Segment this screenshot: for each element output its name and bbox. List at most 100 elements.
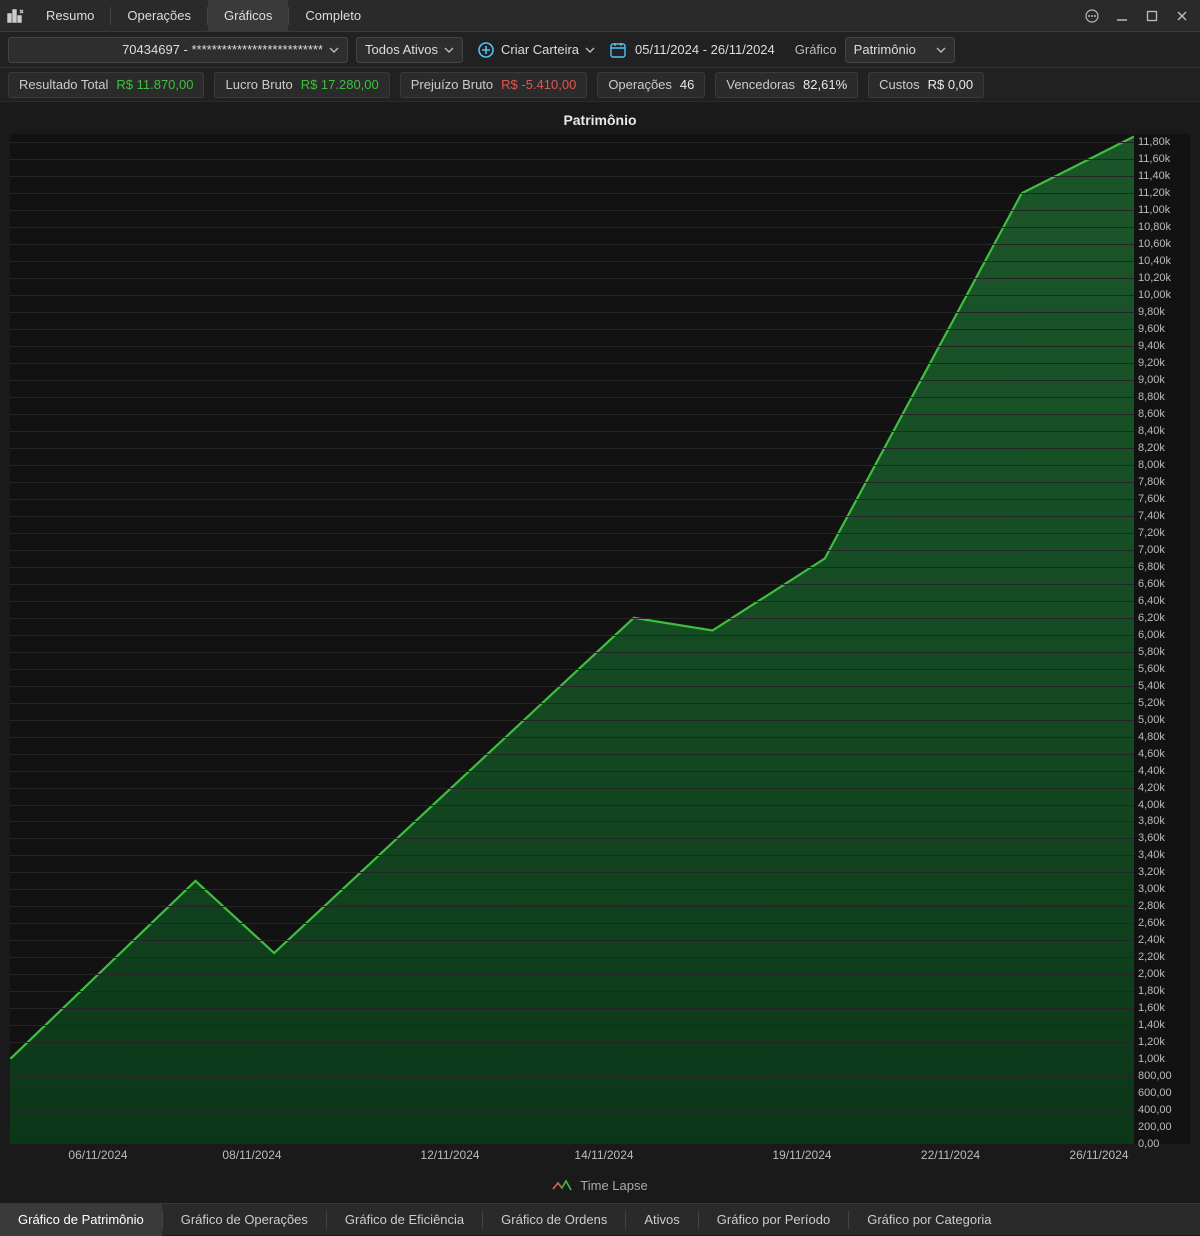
stat-value: 46 [680, 77, 694, 92]
stat-vencedoras: Vencedoras 82,61% [715, 72, 858, 98]
bottom-tab[interactable]: Gráfico de Patrimônio [0, 1204, 162, 1236]
y-tick-label: 5,20k [1138, 697, 1165, 709]
y-tick-label: 8,40k [1138, 425, 1165, 437]
nav-tabs: ResumoOperaçõesGráficosCompleto [30, 0, 377, 31]
nav-tab-completo[interactable]: Completo [289, 0, 377, 32]
y-tick-label: 8,20k [1138, 442, 1165, 454]
grid-line [10, 906, 1134, 907]
stat-value: R$ -5.410,00 [501, 77, 576, 92]
grid-line [10, 329, 1134, 330]
stat-value: 82,61% [803, 77, 847, 92]
y-tick-label: 800,00 [1138, 1070, 1172, 1082]
y-tick-label: 4,40k [1138, 765, 1165, 777]
grid-line [10, 499, 1134, 500]
bottom-tab[interactable]: Gráfico de Operações [163, 1204, 326, 1236]
grid-line [10, 261, 1134, 262]
y-tick-label: 9,40k [1138, 340, 1165, 352]
stat-value: R$ 11.870,00 [116, 77, 193, 92]
grid-line [10, 1025, 1134, 1026]
grid-line [10, 1127, 1134, 1128]
grid-line [10, 771, 1134, 772]
close-icon[interactable] [1174, 8, 1190, 24]
chart-plot[interactable] [10, 134, 1134, 1144]
chart-type-dropdown[interactable]: Patrimônio [845, 37, 955, 63]
grid-line [10, 940, 1134, 941]
minimize-icon[interactable] [1114, 8, 1130, 24]
grid-line [10, 482, 1134, 483]
timelapse-button[interactable]: Time Lapse [10, 1170, 1190, 1203]
maximize-icon[interactable] [1144, 8, 1160, 24]
bottom-tab[interactable]: Gráfico de Ordens [483, 1204, 625, 1236]
chart-title: Patrimônio [10, 108, 1190, 134]
y-tick-label: 7,60k [1138, 493, 1165, 505]
y-tick-label: 7,40k [1138, 510, 1165, 522]
y-tick-label: 3,40k [1138, 849, 1165, 861]
grid-line [10, 159, 1134, 160]
bottom-tab[interactable]: Gráfico de Eficiência [327, 1204, 482, 1236]
bottom-tab[interactable]: Gráfico por Categoria [849, 1204, 1009, 1236]
grid-line [10, 380, 1134, 381]
stat-custos: Custos R$ 0,00 [868, 72, 984, 98]
grid-line [10, 974, 1134, 975]
grid-line [10, 957, 1134, 958]
grid-line [10, 448, 1134, 449]
y-axis: 0,00200,00400,00600,00800,001,00k1,20k1,… [1134, 134, 1190, 1144]
assets-filter-dropdown[interactable]: Todos Ativos [356, 37, 463, 63]
grid-line [10, 669, 1134, 670]
y-tick-label: 200,00 [1138, 1121, 1172, 1133]
x-tick-label: 19/11/2024 [772, 1148, 831, 1162]
grid-line [10, 227, 1134, 228]
y-tick-label: 4,20k [1138, 782, 1165, 794]
grid-line [10, 889, 1134, 890]
y-tick-label: 10,40k [1138, 255, 1171, 267]
bottom-tab[interactable]: Ativos [626, 1204, 697, 1236]
y-tick-label: 10,80k [1138, 221, 1171, 233]
y-tick-label: 11,20k [1138, 187, 1170, 199]
timelapse-icon [552, 1179, 572, 1193]
stat-label: Operações [608, 77, 672, 92]
grid-line [10, 414, 1134, 415]
grid-line [10, 1110, 1134, 1111]
y-tick-label: 9,00k [1138, 374, 1165, 386]
grid-line [10, 720, 1134, 721]
grid-line [10, 465, 1134, 466]
y-tick-label: 2,80k [1138, 900, 1165, 912]
y-tick-label: 10,00k [1138, 289, 1171, 301]
y-tick-label: 4,00k [1138, 799, 1165, 811]
grid-line [10, 872, 1134, 873]
create-wallet-button[interactable]: Criar Carteira [471, 41, 601, 59]
y-tick-label: 1,60k [1138, 1002, 1165, 1014]
nav-tab-operações[interactable]: Operações [111, 0, 207, 32]
date-range-picker[interactable]: 05/11/2024 - 26/11/2024 [609, 41, 775, 59]
chevron-down-icon [444, 45, 454, 55]
account-label: 70434697 - ************************** [122, 42, 323, 57]
y-tick-label: 3,60k [1138, 832, 1165, 844]
stat-label: Resultado Total [19, 77, 108, 92]
account-dropdown[interactable]: 70434697 - ************************** [8, 37, 348, 63]
grid-line [10, 923, 1134, 924]
y-tick-label: 6,00k [1138, 629, 1165, 641]
chart-select-label: Gráfico [795, 42, 837, 57]
window-controls [1084, 8, 1200, 24]
stat-value: R$ 17.280,00 [301, 77, 379, 92]
y-tick-label: 6,80k [1138, 561, 1165, 573]
stats-bar: Resultado Total R$ 11.870,00 Lucro Bruto… [0, 68, 1200, 102]
y-tick-label: 3,00k [1138, 883, 1165, 895]
y-tick-label: 7,20k [1138, 527, 1165, 539]
more-icon[interactable] [1084, 8, 1100, 24]
x-tick-label: 12/11/2024 [420, 1148, 479, 1162]
nav-tab-resumo[interactable]: Resumo [30, 0, 110, 32]
y-tick-label: 11,60k [1138, 153, 1170, 165]
y-tick-label: 6,40k [1138, 595, 1165, 607]
y-tick-label: 3,20k [1138, 866, 1165, 878]
nav-tab-gráficos[interactable]: Gráficos [208, 0, 288, 32]
grid-line [10, 584, 1134, 585]
y-tick-label: 2,40k [1138, 934, 1165, 946]
y-tick-label: 8,00k [1138, 459, 1165, 471]
grid-line [10, 991, 1134, 992]
y-tick-label: 9,60k [1138, 323, 1165, 335]
calendar-icon [609, 41, 627, 59]
x-tick-label: 22/11/2024 [921, 1148, 980, 1162]
bottom-tab[interactable]: Gráfico por Período [699, 1204, 848, 1236]
stat-operacoes: Operações 46 [597, 72, 705, 98]
